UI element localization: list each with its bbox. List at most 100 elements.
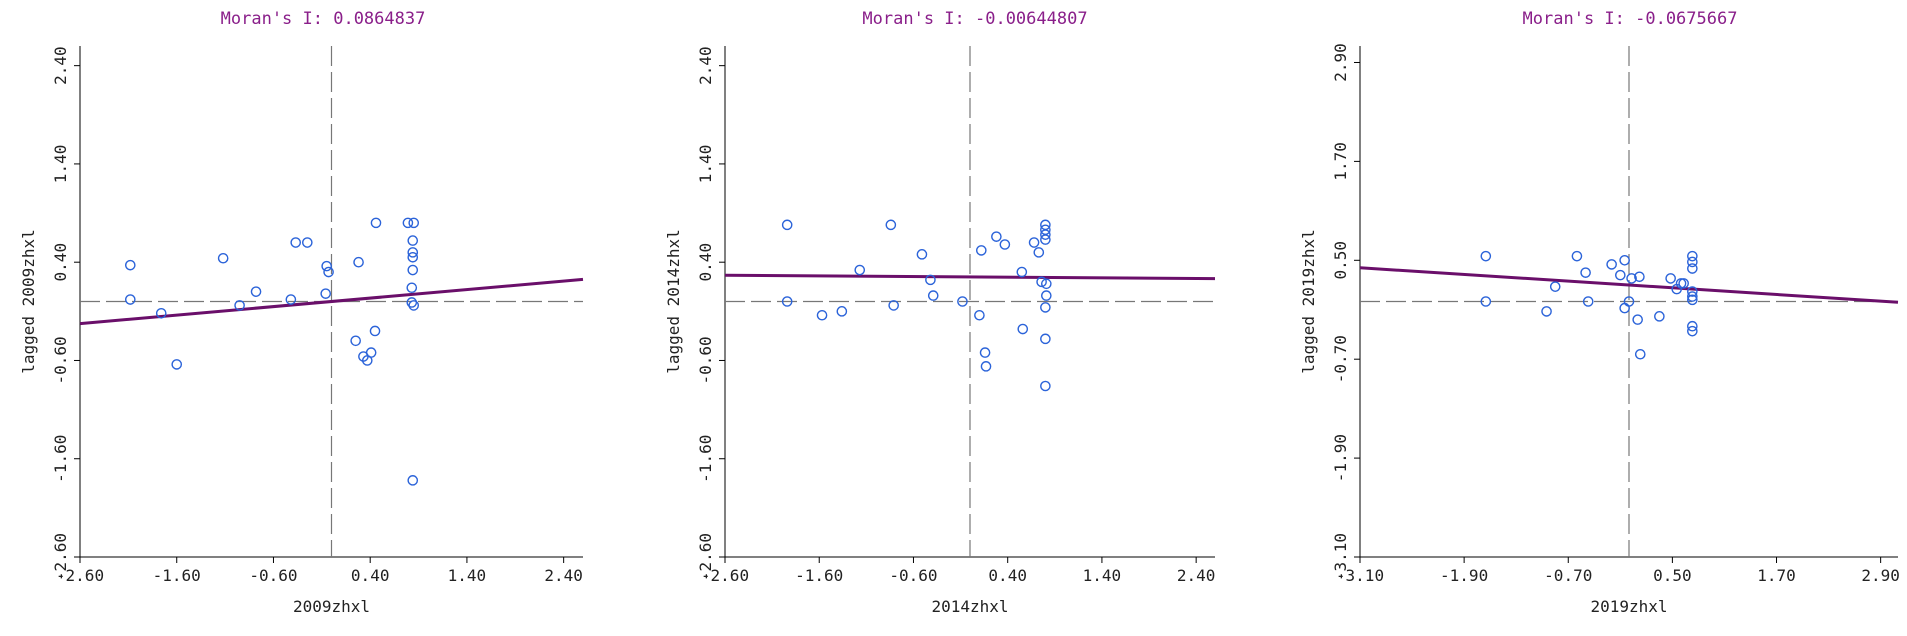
data-point <box>974 309 985 321</box>
data-point <box>1687 294 1698 306</box>
x-tick-label: -1.60 <box>153 566 201 585</box>
data-point <box>1654 311 1665 322</box>
data-point <box>323 266 334 278</box>
data-point <box>1632 314 1643 325</box>
data-point <box>888 300 899 311</box>
data-point <box>406 297 418 308</box>
data-point <box>402 217 414 229</box>
y-tick-label: -1.90 <box>1331 434 1350 482</box>
y-tick-label: 1.40 <box>696 145 715 184</box>
data-point <box>1040 234 1051 245</box>
data-point <box>1634 348 1646 360</box>
data-point <box>250 286 262 297</box>
data-point <box>925 274 936 286</box>
regression-line <box>724 273 1216 281</box>
data-point <box>836 306 848 317</box>
y-tick-label: -3.10 <box>1331 533 1350 581</box>
x-tick-label: 0.50 <box>1653 566 1692 585</box>
data-point <box>1016 266 1028 278</box>
y-tick-label: 2.40 <box>696 46 715 85</box>
x-tick-label: 2.90 <box>1861 566 1900 585</box>
data-point <box>980 361 992 372</box>
x-tick-label: -2.60 <box>701 566 749 585</box>
x-tick-label: 1.40 <box>448 566 487 585</box>
x-tick-label: -0.70 <box>1544 566 1592 585</box>
chart-title: Moran's I: -0.0675667 <box>1523 9 1738 29</box>
y-tick-label: 0.40 <box>51 243 70 282</box>
x-tick-label: 0.40 <box>351 566 390 585</box>
data-point <box>1480 250 1492 262</box>
data-point <box>1028 237 1040 248</box>
data-point <box>1040 229 1051 240</box>
data-point <box>320 288 331 299</box>
data-point <box>1687 286 1698 297</box>
x-tick-label: -1.60 <box>795 566 843 585</box>
x-tick-label: -1.90 <box>1440 566 1488 585</box>
y-tick-label: 1.70 <box>1331 142 1350 181</box>
data-point <box>407 475 419 486</box>
data-point <box>781 296 793 307</box>
chart-title: Moran's I: 0.0864837 <box>221 9 426 29</box>
data-point <box>916 249 928 260</box>
data-point <box>991 231 1002 242</box>
data-point <box>1582 296 1594 307</box>
data-point <box>1571 250 1583 262</box>
data-point <box>1606 259 1617 270</box>
data-point <box>927 290 939 301</box>
data-point <box>1619 254 1630 266</box>
x-axis-label: 2014zhxl <box>931 597 1008 616</box>
data-point <box>1036 276 1047 288</box>
data-point <box>1623 296 1635 307</box>
y-tick-label: 2.40 <box>51 46 70 85</box>
data-point <box>217 252 229 264</box>
data-point <box>285 294 297 305</box>
x-tick-label: 1.40 <box>1083 566 1122 585</box>
data-point <box>155 307 167 319</box>
x-tick-label: -2.60 <box>56 566 104 585</box>
data-point <box>1480 296 1492 307</box>
y-tick-label: -2.60 <box>696 533 715 581</box>
x-tick-label: 2.40 <box>544 566 583 585</box>
data-point <box>1541 306 1552 317</box>
data-point <box>406 282 418 294</box>
data-point <box>1040 302 1051 313</box>
data-point <box>234 300 245 311</box>
data-point <box>290 237 302 248</box>
data-point <box>407 251 419 263</box>
data-point <box>1040 333 1051 345</box>
data-point <box>1687 325 1698 337</box>
y-tick-label: -2.60 <box>51 533 70 581</box>
x-tick-label: -0.60 <box>249 566 297 585</box>
data-point <box>1615 269 1626 281</box>
data-point <box>407 247 419 258</box>
data-point <box>1687 250 1698 262</box>
chart-title: Moran's I: -0.00644807 <box>862 9 1087 29</box>
y-tick-label: 0.40 <box>696 243 715 282</box>
data-point <box>407 235 419 246</box>
data-point <box>1665 273 1676 284</box>
data-point <box>781 219 793 231</box>
y-axis-label: lagged 2009zhxl <box>19 229 38 374</box>
data-point <box>1687 256 1698 268</box>
data-point <box>1619 302 1630 314</box>
x-axis-label: 2019zhxl <box>1590 597 1667 616</box>
data-point <box>1687 263 1698 274</box>
x-tick-label: 2.40 <box>1177 566 1216 585</box>
y-axis-label: lagged 2014zhxl <box>664 229 683 374</box>
data-point <box>171 359 183 370</box>
data-point <box>1033 247 1045 258</box>
data-point <box>407 264 419 276</box>
x-axis-label: 2009zhxl <box>293 597 370 616</box>
data-point <box>1041 290 1052 301</box>
data-point <box>976 245 987 256</box>
y-tick-label: -0.60 <box>696 336 715 384</box>
data-point <box>302 237 313 248</box>
data-point <box>350 335 361 347</box>
data-point <box>1687 320 1698 332</box>
y-tick-label: -1.60 <box>696 435 715 483</box>
x-tick-label: 0.40 <box>988 566 1027 585</box>
data-point <box>125 294 136 305</box>
data-point <box>957 296 968 307</box>
y-tick-label: 1.40 <box>51 145 70 184</box>
